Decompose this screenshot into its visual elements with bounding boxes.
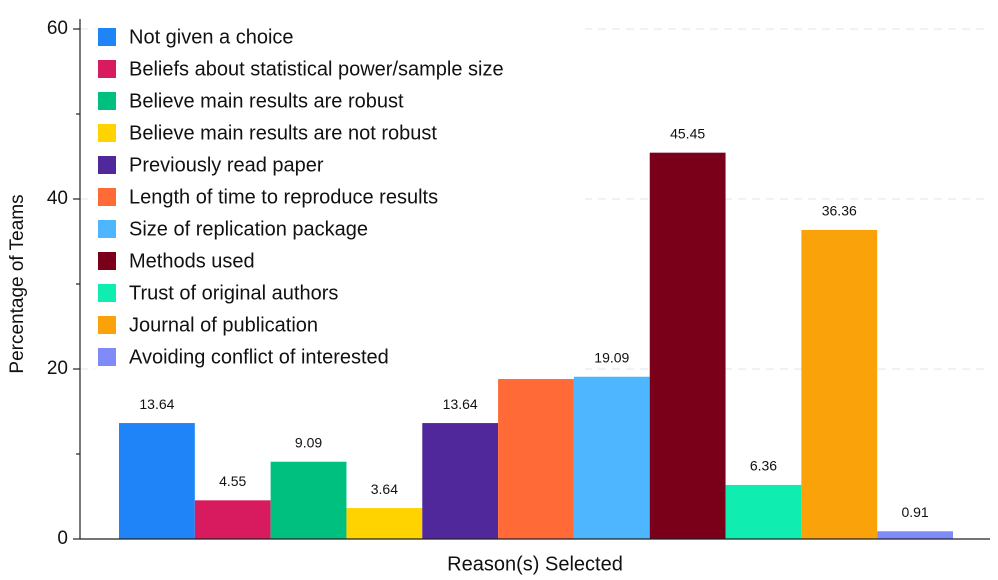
value-label: 45.45 xyxy=(670,125,705,141)
y-tick-label: 60 xyxy=(47,18,68,39)
legend-swatch xyxy=(98,60,116,78)
legend-label: Beliefs about statistical power/sample s… xyxy=(129,58,504,80)
value-label: 13.64 xyxy=(139,396,174,412)
value-label: 3.64 xyxy=(371,481,398,497)
legend-label: Size of replication package xyxy=(129,218,368,240)
value-label: 19.09 xyxy=(594,349,629,365)
value-label: 36.36 xyxy=(822,203,857,219)
bar xyxy=(649,152,726,540)
bar xyxy=(877,531,953,539)
bar xyxy=(422,423,499,539)
value-label: 6.36 xyxy=(750,458,777,474)
legend-swatch xyxy=(98,188,116,206)
bar xyxy=(119,423,195,539)
legend-label: Trust of original authors xyxy=(129,282,338,304)
legend-swatch xyxy=(98,124,116,142)
y-axis-label: Percentage of Teams xyxy=(7,194,28,373)
y-tick-label: 40 xyxy=(47,188,68,209)
legend-swatch xyxy=(98,28,116,46)
value-label: 0.91 xyxy=(901,504,928,520)
legend-box xyxy=(95,19,585,375)
legend-label: Avoiding conflict of interested xyxy=(129,346,389,368)
value-label: 13.64 xyxy=(443,396,478,412)
legend-label: Believe main results are not robust xyxy=(129,122,437,144)
legend-label: Not given a choice xyxy=(129,26,294,48)
legend-swatch xyxy=(98,348,116,366)
legend-swatch xyxy=(98,156,116,174)
legend-swatch xyxy=(98,220,116,238)
legend-swatch xyxy=(98,284,116,302)
bar xyxy=(498,379,574,539)
legend-label: Length of time to reproduce results xyxy=(129,186,438,208)
bar xyxy=(270,461,347,539)
y-tick-label: 0 xyxy=(57,528,68,549)
bar xyxy=(725,484,802,539)
bar xyxy=(194,500,271,539)
legend-label: Believe main results are robust xyxy=(129,90,404,112)
legend-swatch xyxy=(98,92,116,110)
bar xyxy=(346,508,423,539)
bar xyxy=(573,376,650,539)
legend-swatch xyxy=(98,316,116,334)
bar xyxy=(801,229,878,539)
legend-label: Previously read paper xyxy=(129,154,324,176)
value-label: 4.55 xyxy=(219,473,246,489)
legend-label: Journal of publication xyxy=(129,314,318,336)
value-label: 9.09 xyxy=(295,434,322,450)
y-tick-label: 20 xyxy=(47,358,68,379)
legend-swatch xyxy=(98,252,116,270)
x-axis-label: Reason(s) Selected xyxy=(447,553,623,575)
legend-label: Methods used xyxy=(129,250,255,272)
